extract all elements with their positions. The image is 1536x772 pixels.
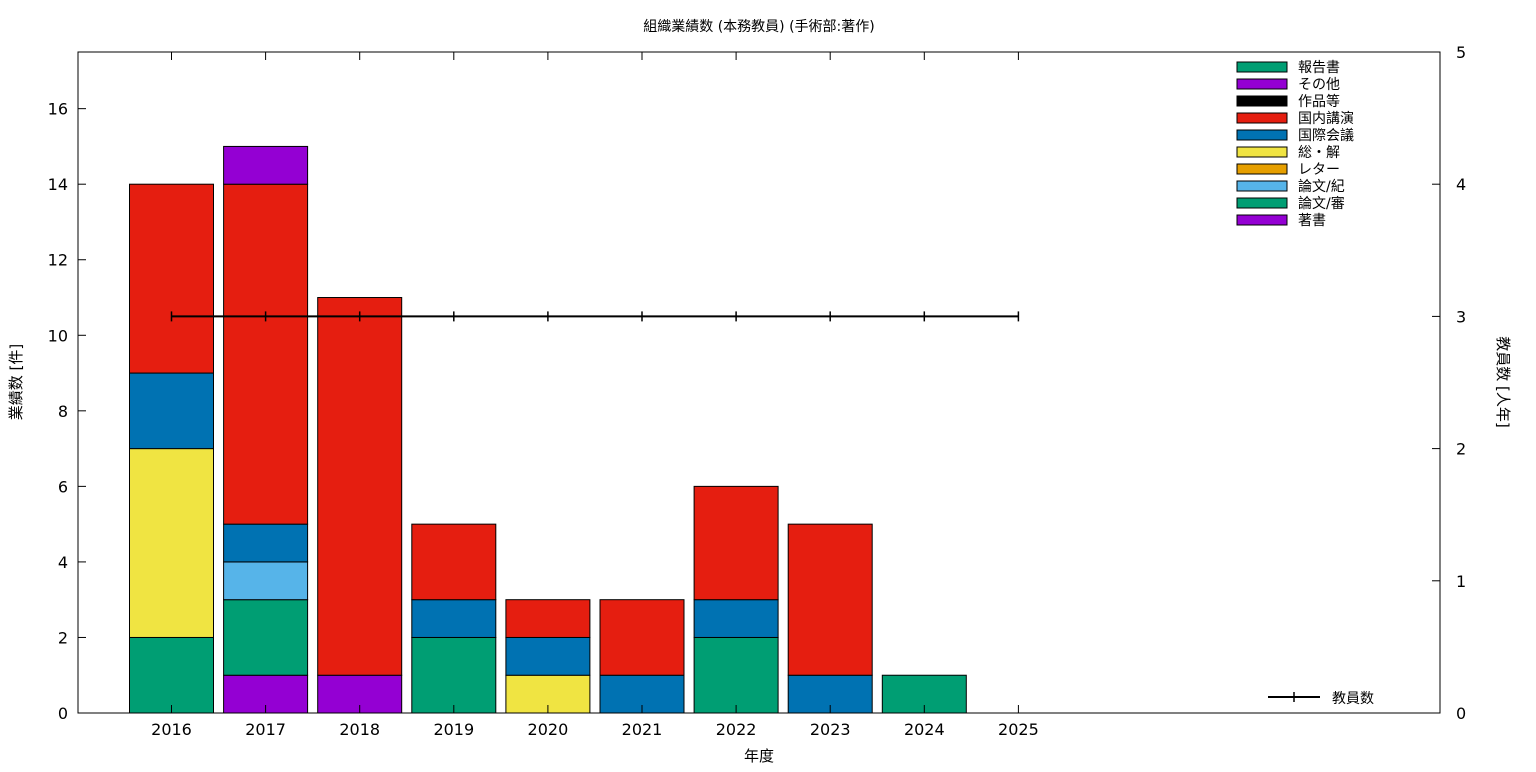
- legend-swatch-0: [1236, 61, 1288, 73]
- y2-tick-label: 1: [1456, 572, 1466, 591]
- legend-label-4: 国際会議: [1298, 127, 1354, 144]
- bars-layer: [129, 145, 967, 714]
- x-tick-label: 2024: [904, 720, 945, 739]
- y2-tick-label: 3: [1456, 307, 1466, 326]
- legend-swatch-1: [1236, 78, 1288, 90]
- legend-swatch-8: [1236, 197, 1288, 209]
- legend-swatch-3: [1236, 112, 1288, 124]
- legend-label-9: 著書: [1298, 213, 1326, 229]
- y-axis-title: 業績数 [件]: [7, 344, 25, 420]
- legend-label-0: 報告書: [1298, 60, 1340, 76]
- legend-label-6: レター: [1298, 162, 1340, 178]
- y-tick-label: 6: [58, 477, 68, 496]
- bar-2016-series-6: [129, 183, 214, 374]
- bar-2022-series-1: [693, 636, 779, 714]
- x-tick-label: 2023: [810, 720, 851, 739]
- y-tick-label: 12: [48, 251, 68, 270]
- bar-2017-series-6: [223, 183, 309, 525]
- y2-tick-label: 2: [1456, 440, 1466, 459]
- bar-2020-series-6: [505, 599, 591, 638]
- legend-line-label: 教員数: [1332, 691, 1374, 707]
- plot-frame: [77, 51, 1441, 714]
- line-layer: [170, 311, 1020, 322]
- legend-label-1: その他: [1298, 77, 1340, 93]
- chart-title: 組織業績数 (本務教員) (手術部:著作): [643, 19, 874, 35]
- x-tick-label: 2019: [433, 720, 474, 739]
- x-tick-label: 2022: [716, 720, 757, 739]
- y-tick-label: 10: [48, 326, 68, 345]
- legend-label-2: 作品等: [1298, 93, 1340, 110]
- bar-2019-series-1: [411, 636, 497, 714]
- bar-2018-series-6: [317, 297, 403, 676]
- legend-swatch-7: [1236, 180, 1288, 192]
- legend-swatch-9: [1236, 214, 1288, 226]
- x-tick-label: 2021: [622, 720, 663, 739]
- x-axis-title: 年度: [744, 747, 774, 765]
- bar-2021-series-6: [599, 599, 685, 676]
- x-tick-label: 2025: [998, 720, 1039, 739]
- y2-tick-label: 0: [1456, 704, 1466, 723]
- x-tick-label: 2016: [151, 720, 192, 739]
- bar-2017-series-2: [223, 561, 309, 601]
- y2-tick-label: 4: [1456, 175, 1466, 194]
- legend-swatch-4: [1236, 129, 1288, 141]
- x-tick-label: 2020: [528, 720, 569, 739]
- legend-label-8: 論文/審: [1298, 196, 1345, 212]
- legend-label-7: 論文/紀: [1298, 179, 1345, 195]
- y-tick-label: 8: [58, 402, 68, 421]
- bar-2016-series-5: [129, 372, 214, 450]
- y-tick-label: 0: [58, 704, 68, 723]
- y2-tick-label: 5: [1456, 43, 1466, 62]
- bar-2019-series-5: [411, 599, 497, 638]
- x-tick-label: 2018: [339, 720, 380, 739]
- bar-2017-series-8: [223, 145, 309, 185]
- bar-2019-series-6: [411, 523, 497, 601]
- legend-swatch-6: [1236, 163, 1288, 175]
- x-tick-label: 2017: [245, 720, 286, 739]
- bar-2022-series-6: [693, 485, 779, 601]
- y-tick-label: 14: [48, 175, 68, 194]
- legend-label-5: 総・解: [1298, 145, 1340, 161]
- legend-swatch-2: [1236, 95, 1288, 107]
- y2-axis-title: 教員数 [人年]: [1494, 336, 1512, 427]
- bar-2020-series-5: [505, 636, 591, 676]
- bar-2017-series-1: [223, 599, 309, 676]
- bar-2017-series-5: [223, 523, 309, 563]
- bar-2016-series-1: [129, 636, 214, 714]
- bar-2023-series-6: [787, 523, 873, 676]
- legend-label-3: 国内講演: [1298, 111, 1354, 127]
- y-tick-label: 16: [48, 100, 68, 119]
- y-tick-label: 4: [58, 553, 68, 572]
- legend-swatch-5: [1236, 146, 1288, 158]
- bar-2022-series-5: [693, 599, 779, 638]
- y-tick-label: 2: [58, 628, 68, 647]
- bar-2016-series-4: [129, 448, 214, 638]
